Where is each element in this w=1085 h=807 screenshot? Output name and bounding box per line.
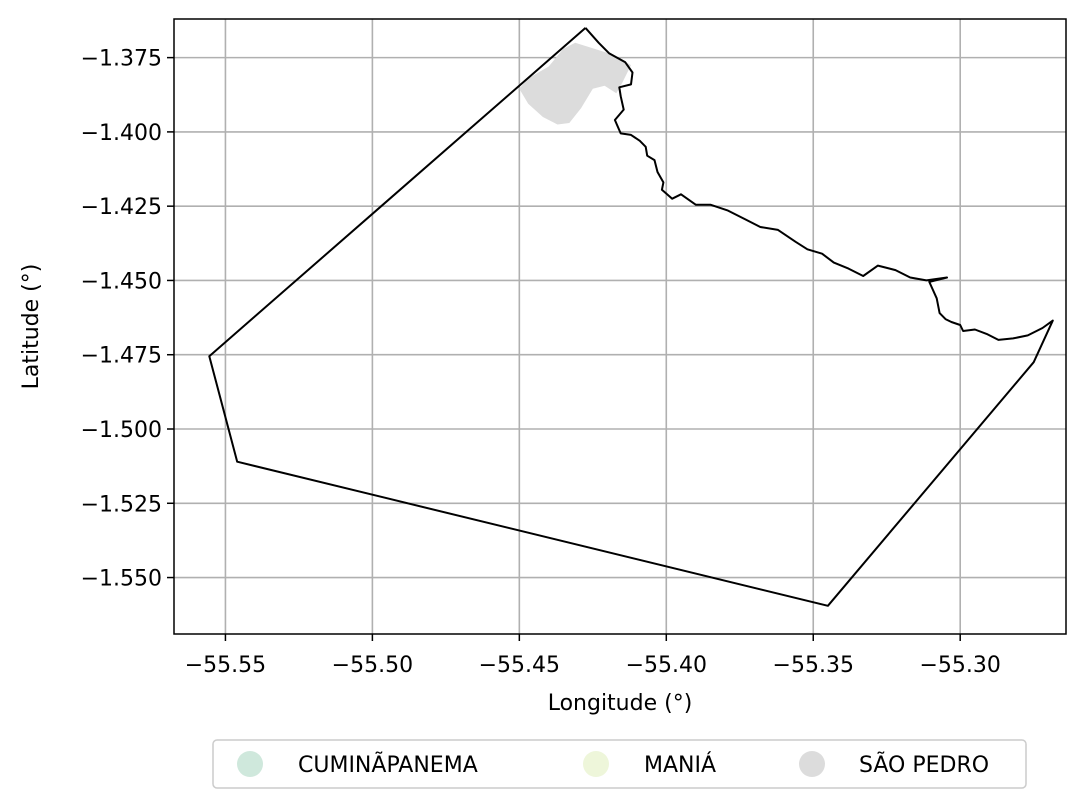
x-tick-label: −55.50 [332,653,413,678]
plot-frame [173,18,1067,635]
y-tick-label: −1.525 [81,492,162,517]
x-tick-label: −55.35 [773,653,854,678]
legend-marker [237,751,263,777]
axis-ticks: −55.55 −55.50 −55.45 −55.40 −55.35 −55.30 −1.3… [81,47,1001,678]
y-tick-label: −1.475 [81,344,162,369]
y-axis-label: Latitude (°) [19,264,44,390]
y-tick-label: −1.425 [81,195,162,220]
legend-marker [583,751,609,777]
legend-label: CUMINÃPANEMA [298,751,478,778]
boundary-outline [208,27,1054,607]
y-tick-label: −1.500 [81,418,162,443]
legend-label: MANIÁ [644,752,716,778]
x-tick-label: −55.45 [479,653,560,678]
y-tick-label: −1.400 [81,121,162,146]
legend: CUMINÃPANEMA MANIÁ SÃO PEDRO [212,739,1027,789]
x-tick-label: −55.30 [919,653,1000,678]
legend-label: SÃO PEDRO [859,751,989,778]
region-fills [519,42,631,125]
region-sao-pedro [519,42,631,125]
y-tick-label: −1.450 [81,269,162,294]
y-tick-label: −1.550 [81,567,162,592]
x-tick-label: −55.55 [185,653,266,678]
legend-marker [799,751,825,777]
y-tick-label: −1.375 [81,47,162,72]
study-area-boundary [208,27,1054,607]
x-tick-label: −55.40 [626,653,707,678]
grid-lines [174,19,1066,634]
legend-box [212,739,1027,789]
x-axis-label: Longitude (°) [548,691,693,716]
